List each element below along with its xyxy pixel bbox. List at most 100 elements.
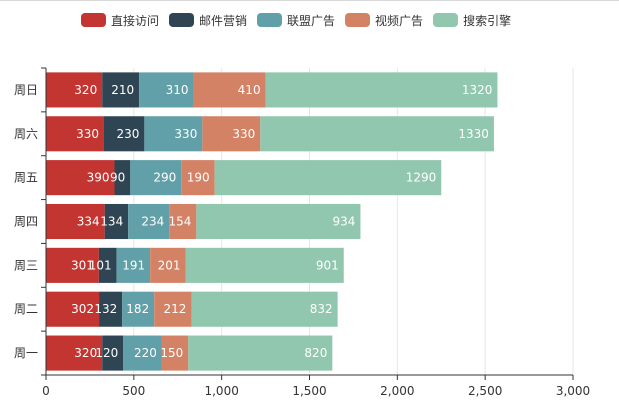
data-label: 290: [153, 171, 176, 185]
bar-segment: [116, 247, 151, 283]
data-label: 390: [87, 171, 110, 185]
bar-segment: [46, 203, 105, 240]
bar-segment: [154, 291, 192, 327]
legend-swatch: [169, 13, 195, 27]
bar-segment: [114, 160, 131, 196]
x-tick-label: 0: [42, 384, 50, 398]
data-label: 154: [168, 215, 191, 229]
bar-segment: [139, 72, 194, 108]
bar-segment: [46, 116, 104, 152]
bar-segment: [196, 203, 361, 240]
bar-segment: [169, 203, 197, 240]
bar-segment: [128, 203, 170, 240]
data-label: 330: [174, 127, 197, 141]
data-label: 190: [187, 171, 210, 185]
data-label: 212: [164, 302, 187, 316]
bar-segment: [260, 116, 494, 152]
y-tick-label: 周四: [14, 215, 38, 229]
bar-segment: [181, 160, 215, 196]
data-label: 901: [316, 258, 339, 272]
legend-label: 邮件营销: [199, 13, 248, 28]
data-label: 410: [238, 83, 261, 97]
y-tick-label: 周一: [14, 346, 38, 360]
data-label: 301: [71, 258, 94, 272]
legend-item[interactable]: 邮件营销: [169, 12, 247, 29]
data-label: 201: [158, 258, 181, 272]
legend-swatch: [257, 13, 283, 27]
data-label: 330: [76, 127, 99, 141]
data-label: 210: [111, 83, 134, 97]
bar-segment: [130, 160, 182, 196]
x-tick-label: 1,000: [204, 384, 238, 398]
bar-segment: [193, 72, 266, 108]
bar-segment: [144, 116, 203, 152]
bar-segment: [46, 160, 115, 196]
bar-segment: [102, 335, 124, 371]
legend-label: 直接访问: [111, 13, 160, 28]
data-label: 934: [333, 215, 356, 229]
bar-segment: [99, 291, 123, 327]
bar-segment: [46, 72, 103, 108]
y-tick-label: 周五: [14, 171, 38, 185]
data-label: 832: [310, 302, 333, 316]
y-tick-label: 周六: [14, 127, 38, 141]
bar-segment: [161, 335, 189, 371]
data-label: 134: [100, 215, 123, 229]
legend-label: 联盟广告: [287, 13, 336, 28]
data-label: 320: [74, 83, 97, 97]
bar-segment: [265, 72, 498, 108]
x-tick-label: 1,500: [292, 384, 326, 398]
data-label: 101: [89, 258, 112, 272]
chart-legend: 直接访问 邮件营销 联盟广告 视频广告 搜索引擎: [81, 11, 521, 29]
data-label: 230: [116, 127, 139, 141]
y-tick-label: 周三: [14, 258, 38, 272]
data-label: 1330: [458, 127, 489, 141]
data-label: 132: [94, 302, 117, 316]
y-tick-label: 周二: [14, 302, 38, 316]
legend-swatch: [345, 13, 371, 27]
x-tick-label: 2,000: [380, 384, 414, 398]
legend-item[interactable]: 直接访问: [81, 12, 159, 29]
x-tick-label: 2,500: [468, 384, 502, 398]
data-label: 1320: [462, 83, 493, 97]
legend-label: 视频广告: [375, 13, 424, 28]
legend-item[interactable]: 搜索引擎: [433, 12, 511, 29]
bar-segment: [191, 291, 338, 327]
legend-swatch: [81, 13, 106, 27]
bar-segment: [46, 247, 99, 283]
data-label: 334: [77, 215, 100, 229]
bar-segment: [104, 203, 129, 240]
bar-segment: [46, 335, 103, 371]
bar-segment: [103, 116, 145, 152]
x-tick-label: 3,000: [556, 384, 590, 398]
bar-segment: [98, 247, 117, 283]
bar-segment: [122, 291, 155, 327]
data-label: 310: [166, 83, 189, 97]
x-tick-label: 500: [122, 384, 145, 398]
bar-segment: [46, 291, 100, 327]
bar-segment: [202, 116, 261, 152]
bar-segment: [150, 247, 186, 283]
data-label: 120: [95, 346, 118, 360]
legend-item[interactable]: 联盟广告: [257, 12, 335, 29]
bar-segment: [188, 335, 333, 371]
legend-item[interactable]: 视频广告: [345, 12, 423, 29]
data-label: 182: [126, 302, 149, 316]
data-label: 330: [232, 127, 255, 141]
data-label: 150: [160, 346, 183, 360]
bar-segment: [185, 247, 344, 283]
y-tick-label: 周日: [14, 83, 38, 97]
data-label: 90: [110, 171, 125, 185]
bar-segment: [102, 72, 140, 108]
legend-swatch: [433, 13, 459, 27]
data-label: 820: [304, 346, 327, 360]
data-label: 320: [74, 346, 97, 360]
data-label: 234: [141, 215, 164, 229]
data-label: 220: [134, 346, 157, 360]
bar-segment: [214, 160, 442, 196]
legend-label: 搜索引擎: [463, 13, 512, 28]
data-label: 1290: [406, 171, 437, 185]
data-label: 191: [122, 258, 145, 272]
bar-segment: [123, 335, 162, 371]
